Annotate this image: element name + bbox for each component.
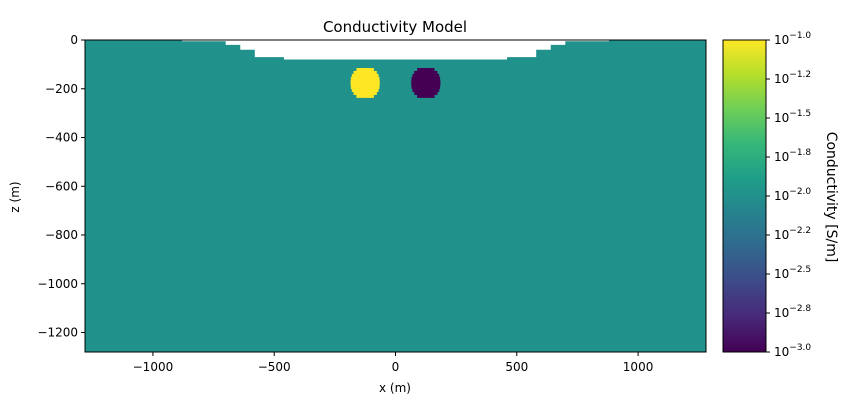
plot-area <box>85 40 706 352</box>
colorbar-tick-label: 10−1.8 <box>774 148 811 164</box>
y-tick-label: −1200 <box>37 326 78 340</box>
resistive-sphere <box>411 68 441 98</box>
x-tick-label: −1000 <box>133 360 174 374</box>
colorbar-tick-label: 10−3.0 <box>774 343 811 359</box>
colorbar-tick-exponent: −3.0 <box>789 343 811 353</box>
colorbar-tick-exponent: −1.5 <box>789 109 811 119</box>
colorbar-tick-base: 10 <box>774 306 789 320</box>
colorbar-gradient <box>722 39 767 353</box>
x-tick-label: 0 <box>392 360 400 374</box>
colorbar-tick-label: 10−1.5 <box>774 109 811 125</box>
y-tick-label: −200 <box>45 82 78 96</box>
anomalies <box>350 68 441 98</box>
conductive-sphere-cell <box>356 91 374 98</box>
chart-title: Conductivity Model <box>323 18 467 36</box>
colorbar-tick-base: 10 <box>774 111 789 125</box>
colorbar-tick-exponent: −2.8 <box>789 304 811 314</box>
colorbar-tick-label: 10−2.8 <box>774 304 811 320</box>
y-axis-label: z (m) <box>8 181 22 212</box>
colorbar-tick-exponent: −1.8 <box>789 148 811 158</box>
resistive-sphere-cell <box>417 91 435 98</box>
colorbar-tick-exponent: −1.2 <box>789 70 811 80</box>
x-axis-ticks: −1000 −500 0 500 1000 <box>133 352 654 374</box>
colorbar-tick-label: 10−1.0 <box>774 31 811 47</box>
y-tick-label: −1000 <box>37 277 78 291</box>
air-region <box>85 40 706 60</box>
colorbar-tick-exponent: −2.2 <box>789 226 811 236</box>
y-tick-label: −400 <box>45 131 78 145</box>
colorbar-tick-base: 10 <box>774 189 789 203</box>
colorbar-tick-base: 10 <box>774 267 789 281</box>
colorbar-tick-exponent: −1.0 <box>789 31 811 41</box>
y-tick-label: −800 <box>45 228 78 242</box>
x-axis-label: x (m) <box>379 381 411 395</box>
colorbar-tick-exponent: −2.0 <box>789 187 811 197</box>
x-tick-label: 500 <box>505 360 528 374</box>
y-axis-ticks: 0 −200 −400 −600 −800 −1000 −1200 <box>37 33 85 340</box>
colorbar-tick-base: 10 <box>774 345 789 359</box>
x-tick-label: −500 <box>258 360 291 374</box>
x-tick-label: 1000 <box>623 360 654 374</box>
colorbar-tick-base: 10 <box>774 228 789 242</box>
colorbar-tick-label: 10−2.5 <box>774 265 811 281</box>
colorbar-tick-base: 10 <box>774 72 789 86</box>
conductive-sphere <box>350 68 380 98</box>
y-tick-label: −600 <box>45 179 78 193</box>
y-tick-label: 0 <box>70 33 78 47</box>
colorbar-tick-label: 10−2.2 <box>774 226 811 242</box>
colorbar: 10−1.010−1.210−1.510−1.810−2.010−2.210−2… <box>722 31 839 359</box>
background-conductivity <box>85 40 706 352</box>
colorbar-tick-exponent: −2.5 <box>789 265 811 275</box>
colorbar-tick-label: 10−2.0 <box>774 187 811 203</box>
colorbar-tick-base: 10 <box>774 150 789 164</box>
colorbar-label: Conductivity [S/m] <box>823 132 839 263</box>
colorbar-ticks: 10−1.010−1.210−1.510−1.810−2.010−2.210−2… <box>766 31 811 359</box>
colorbar-tick-base: 10 <box>774 33 789 47</box>
colorbar-tick-label: 10−1.2 <box>774 70 811 86</box>
